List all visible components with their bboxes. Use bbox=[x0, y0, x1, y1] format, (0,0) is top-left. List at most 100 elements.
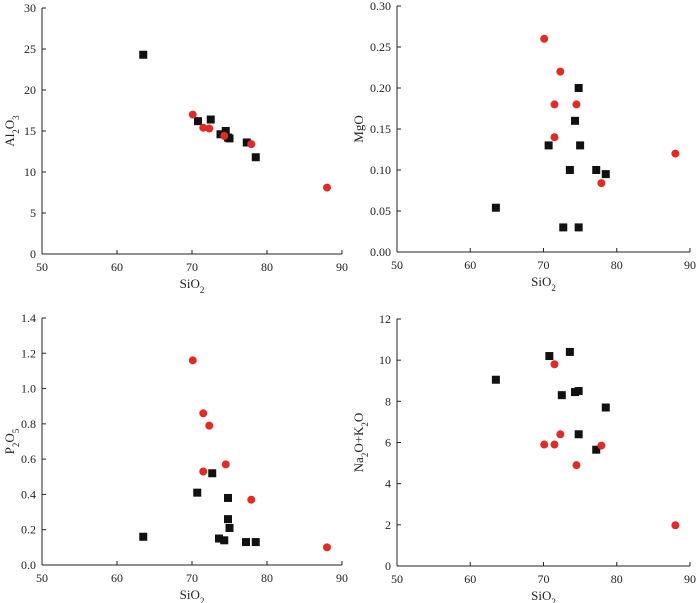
mgo-square-point bbox=[574, 84, 583, 92]
mgo-square-point bbox=[601, 170, 610, 179]
al2o3-square-point bbox=[221, 127, 230, 135]
alkali-square-point bbox=[565, 347, 574, 356]
alkali-square-point bbox=[592, 445, 601, 454]
p2o5-square-point bbox=[251, 538, 260, 547]
p2o5-square-point bbox=[193, 488, 202, 497]
mgo-y-tick-label: 0.20 bbox=[370, 81, 391, 95]
p2o5-circle-point bbox=[205, 421, 214, 430]
al2o3-x-tick-label: 50 bbox=[36, 260, 48, 274]
mgo-y-tick-label: 0.10 bbox=[370, 163, 391, 177]
p2o5-x-tick-label: 60 bbox=[111, 571, 123, 585]
mgo-circle-point bbox=[671, 149, 680, 158]
alkali-x-tick-label: 90 bbox=[684, 572, 696, 586]
p2o5-circle-point bbox=[199, 409, 208, 418]
p2o5-circle-point bbox=[323, 543, 331, 552]
alkali-x-tick-label: 50 bbox=[391, 572, 403, 586]
mgo-y-tick-label: 0.25 bbox=[370, 40, 391, 54]
mgo-circle-point bbox=[550, 133, 559, 142]
p2o5-x-tick-label: 80 bbox=[261, 571, 273, 585]
al2o3-square-point bbox=[225, 134, 234, 143]
mgo-x-tick-label: 50 bbox=[391, 258, 403, 272]
p2o5-square-point bbox=[215, 534, 223, 543]
mgo-square-point bbox=[570, 116, 579, 125]
mgo-x-tick-label: 90 bbox=[684, 258, 696, 272]
mgo-square-point bbox=[565, 166, 574, 174]
mgo-square-point bbox=[544, 141, 553, 150]
al2o3-y-tick-label: 0 bbox=[30, 247, 36, 261]
p2o5-square-point bbox=[225, 523, 234, 532]
p2o5-y-axis-label: P2O5 bbox=[2, 428, 21, 454]
alkali-circle-point bbox=[597, 441, 606, 450]
al2o3-x-tick-label: 90 bbox=[336, 260, 348, 274]
alkali-x-tick-label: 80 bbox=[611, 572, 623, 586]
alkali-x-tick-label: 60 bbox=[464, 572, 476, 586]
mgo-x-tick-label: 60 bbox=[464, 258, 476, 272]
p2o5-x-tick-label: 70 bbox=[186, 571, 198, 585]
mgo-square-point bbox=[574, 223, 583, 232]
alkali-y-tick-label: 2 bbox=[385, 518, 391, 532]
p2o5-x-tick-label: 90 bbox=[336, 571, 348, 585]
alkali-square-point bbox=[557, 391, 566, 400]
alkali-circle-point bbox=[556, 430, 565, 439]
al2o3-square-point bbox=[194, 117, 202, 126]
panel-p2o5: 50 60 70 80 90 0.0 0.2 0.4 0.6 0.8 1.0 1.2 1.4 SiO2 P2… bbox=[2, 311, 348, 603]
mgo-y-axis-label: MgO bbox=[351, 115, 366, 142]
alkali-y-axis-label: Na2O+K2O bbox=[351, 413, 370, 473]
mgo-square-point bbox=[592, 166, 601, 174]
p2o5-square-point bbox=[139, 532, 148, 541]
p2o5-square-point bbox=[242, 538, 250, 547]
p2o5-square-point bbox=[224, 515, 232, 524]
al2o3-square-point bbox=[139, 50, 148, 59]
panel-mgo: 50 60 70 80 90 0.00 0.05 0.10 0.15 0.20 0.25 0.30 Si… bbox=[351, 0, 696, 293]
al2o3-y-axis-label: Al2O3 bbox=[2, 115, 21, 147]
alkali-y-tick-label: 12 bbox=[379, 312, 391, 326]
p2o5-square-point bbox=[224, 493, 232, 502]
p2o5-square-point bbox=[208, 469, 217, 478]
alkali-y-tick-label: 0 bbox=[385, 559, 391, 573]
al2o3-y-tick-label: 30 bbox=[24, 1, 36, 15]
p2o5-y-tick-label: 0.6 bbox=[21, 452, 36, 466]
alkali-circle-point bbox=[671, 521, 680, 530]
p2o5-y-tick-label: 0.2 bbox=[21, 523, 36, 537]
al2o3-circle-point bbox=[220, 131, 229, 140]
mgo-square-point bbox=[576, 141, 585, 150]
panel-alkali: 50 60 70 80 90 0 2 4 6 8 10 12 SiO2 Na2O+K2O bbox=[351, 312, 696, 603]
p2o5-y-tick-label: 0.4 bbox=[21, 487, 36, 501]
p2o5-circle-point bbox=[221, 460, 230, 469]
al2o3-x-axis-label: SiO2 bbox=[180, 276, 205, 295]
mgo-square-point bbox=[491, 203, 500, 212]
al2o3-square-point bbox=[206, 115, 215, 124]
alkali-square-point bbox=[545, 352, 554, 361]
mgo-x-axis-label: SiO2 bbox=[531, 274, 556, 293]
p2o5-x-tick-label: 50 bbox=[36, 571, 48, 585]
alkali-x-axis-label: SiO2 bbox=[531, 588, 556, 603]
al2o3-y-tick-label: 10 bbox=[24, 165, 36, 179]
al2o3-x-tick-label: 80 bbox=[261, 260, 273, 274]
mgo-y-tick-label: 0.00 bbox=[370, 245, 391, 259]
alkali-x-tick-label: 70 bbox=[538, 572, 550, 586]
mgo-circle-point bbox=[556, 67, 565, 76]
p2o5-y-tick-label: 1.0 bbox=[21, 382, 36, 396]
al2o3-y-tick-label: 15 bbox=[24, 124, 36, 138]
mgo-circle-point bbox=[550, 100, 559, 109]
alkali-square-point bbox=[491, 375, 500, 384]
alkali-square-point bbox=[601, 403, 610, 412]
al2o3-y-tick-label: 5 bbox=[30, 206, 36, 220]
alkali-circle-point bbox=[550, 440, 559, 449]
al2o3-circle-point bbox=[205, 124, 214, 133]
p2o5-y-tick-label: 0.0 bbox=[21, 558, 36, 572]
p2o5-circle-point bbox=[199, 467, 208, 476]
panel-al2o3: 50 60 70 80 90 0 5 10 15 20 25 30 SiO2 Al2O3 bbox=[2, 1, 348, 295]
al2o3-x-tick-label: 60 bbox=[111, 260, 123, 274]
alkali-y-tick-label: 8 bbox=[385, 394, 391, 408]
alkali-square-point bbox=[574, 387, 583, 396]
mgo-x-tick-label: 70 bbox=[538, 258, 550, 272]
alkali-circle-point bbox=[550, 360, 559, 369]
al2o3-circle-point bbox=[323, 183, 331, 192]
mgo-square-point bbox=[559, 223, 568, 232]
p2o5-y-tick-label: 0.8 bbox=[21, 417, 36, 431]
p2o5-circle-point bbox=[188, 356, 197, 365]
mgo-circle-point bbox=[572, 100, 581, 109]
p2o5-circle-point bbox=[247, 495, 256, 504]
p2o5-square-point bbox=[220, 536, 229, 545]
